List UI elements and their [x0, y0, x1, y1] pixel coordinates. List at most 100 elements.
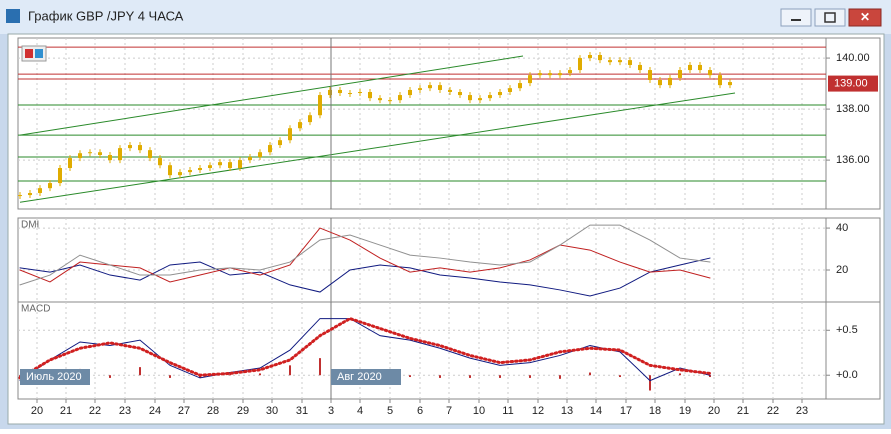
histogram-bar — [679, 373, 681, 376]
x-tick-label: 21 — [737, 405, 749, 417]
x-tick-label: 23 — [796, 405, 808, 417]
x-tick-label: 27 — [178, 405, 190, 417]
last-price-box — [828, 75, 878, 92]
x-tick-label: 24 — [149, 405, 161, 417]
plot: 136.00 138.00 140.00 139.00 20 40 DMI +0.5 +0.0 M… — [17, 37, 881, 417]
x-tick-label: 13 — [561, 405, 573, 417]
candle — [158, 158, 162, 166]
period-label: Авг 2020 — [337, 371, 382, 383]
series-line — [19, 227, 711, 283]
histogram-bar — [499, 375, 501, 378]
pane-title: DMI — [21, 220, 39, 231]
restore-icon — [824, 12, 836, 23]
candle — [558, 73, 562, 76]
histogram-bar — [229, 374, 231, 376]
x-tick-label: 31 — [296, 405, 308, 417]
x-tick-label: 3 — [328, 405, 334, 417]
candle — [258, 152, 262, 158]
x-tick-label: 20 — [31, 405, 43, 417]
candle — [358, 91, 362, 94]
candle — [668, 77, 672, 86]
x-tick-label: 30 — [266, 405, 278, 417]
candle — [278, 140, 282, 146]
histogram-bar — [619, 375, 621, 378]
candle — [168, 165, 172, 176]
restore-button[interactable] — [814, 8, 846, 27]
candle — [78, 153, 82, 159]
app-icon — [6, 9, 20, 23]
x-tick-label: 23 — [119, 405, 131, 417]
series-line — [19, 257, 711, 297]
candle — [708, 70, 712, 76]
y-tick-label: +0.0 — [836, 369, 858, 381]
histogram-bar — [439, 375, 441, 378]
period-label-box — [331, 369, 401, 385]
candle — [478, 98, 482, 101]
candle — [538, 73, 542, 76]
pane — [17, 217, 881, 305]
candle — [248, 157, 252, 161]
candle — [108, 155, 112, 161]
candle — [508, 88, 512, 92]
x-tick-label: 29 — [237, 405, 249, 417]
period-label-box — [20, 369, 90, 385]
histogram-bar — [709, 375, 711, 378]
histogram-bar — [169, 375, 171, 378]
candle — [488, 95, 492, 99]
series-line — [19, 224, 711, 286]
histogram-bar — [409, 375, 411, 378]
x-tick-label: 18 — [649, 405, 661, 417]
candle — [118, 148, 122, 161]
candle — [518, 83, 522, 89]
x-tick-label: 7 — [446, 405, 452, 417]
x-tick-label: 22 — [767, 405, 779, 417]
candle — [98, 152, 102, 156]
candle — [298, 122, 302, 129]
minimize-button[interactable] — [780, 8, 812, 27]
candle — [238, 160, 242, 169]
histogram-bar — [289, 365, 291, 376]
x-tick-label: 5 — [387, 405, 393, 417]
candle — [468, 95, 472, 101]
candle — [448, 89, 452, 92]
window-title: График GBP /JPY 4 ЧАСА — [28, 8, 184, 23]
candle — [18, 195, 22, 197]
y-tick-label: +0.5 — [836, 324, 858, 336]
candle — [208, 165, 212, 169]
x-tick-label: 21 — [60, 405, 72, 417]
candle — [148, 150, 152, 159]
candle — [618, 60, 622, 63]
histogram-bar — [559, 375, 561, 379]
last-price-label: 139.00 — [834, 77, 868, 89]
histogram-bar — [109, 375, 111, 378]
close-button[interactable] — [848, 8, 882, 27]
candle — [438, 85, 442, 90]
candle — [308, 115, 312, 123]
x-tick-label: 17 — [620, 405, 632, 417]
candle — [648, 70, 652, 81]
toggle-blue — [35, 49, 43, 58]
candle — [128, 145, 132, 149]
candle — [528, 75, 532, 84]
x-tick-label: 4 — [357, 405, 363, 417]
histogram-bar — [469, 375, 471, 378]
candle — [568, 70, 572, 74]
candle — [178, 172, 182, 176]
candle — [408, 89, 412, 96]
candle — [88, 152, 92, 154]
trend-line — [19, 55, 524, 136]
series-line — [18, 316, 712, 380]
candle — [678, 70, 682, 78]
series-line — [19, 318, 711, 382]
x-tick-label: 11 — [502, 405, 513, 417]
candle — [728, 82, 732, 86]
candle — [718, 75, 722, 86]
candle — [198, 168, 202, 171]
trend-line — [19, 92, 736, 203]
candle — [28, 193, 32, 196]
candle — [578, 58, 582, 71]
candle — [38, 188, 42, 194]
histogram-bar — [649, 375, 651, 391]
y-tick-label: 138.00 — [836, 103, 870, 115]
candle — [688, 64, 692, 71]
